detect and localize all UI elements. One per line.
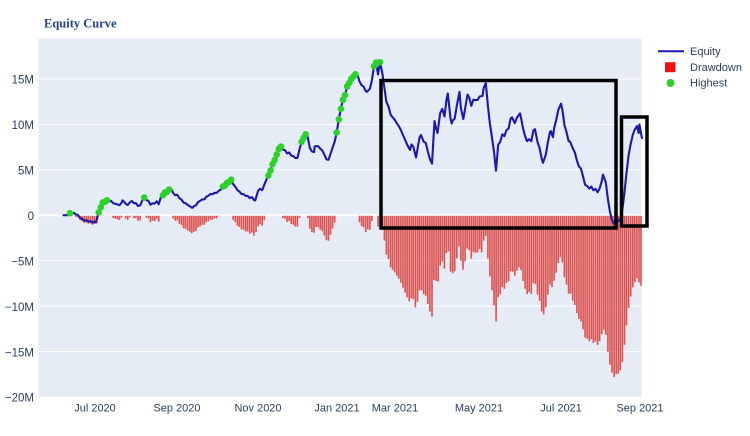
svg-text:Nov 2020: Nov 2020 — [234, 403, 281, 415]
svg-text:15M: 15M — [12, 75, 34, 87]
svg-text:10M: 10M — [12, 120, 34, 132]
svg-text:Drawdown: Drawdown — [690, 62, 742, 74]
svg-text:5M: 5M — [18, 166, 34, 178]
svg-text:−10M: −10M — [5, 302, 34, 314]
svg-text:Sep 2021: Sep 2021 — [616, 403, 663, 415]
svg-text:Jan 2021: Jan 2021 — [314, 403, 359, 415]
svg-text:Jul 2021: Jul 2021 — [540, 403, 582, 415]
svg-text:Sep 2020: Sep 2020 — [153, 403, 200, 415]
svg-text:Jul 2020: Jul 2020 — [74, 403, 116, 415]
svg-text:Equity Curve: Equity Curve — [44, 17, 117, 31]
svg-text:Highest: Highest — [690, 78, 727, 90]
svg-text:−20M: −20M — [5, 393, 34, 405]
svg-text:−15M: −15M — [5, 347, 34, 359]
svg-text:0: 0 — [28, 211, 34, 223]
svg-text:Mar 2021: Mar 2021 — [372, 403, 418, 415]
svg-text:Equity: Equity — [690, 46, 721, 58]
svg-text:−5M: −5M — [11, 256, 34, 268]
svg-text:May 2021: May 2021 — [455, 403, 503, 415]
